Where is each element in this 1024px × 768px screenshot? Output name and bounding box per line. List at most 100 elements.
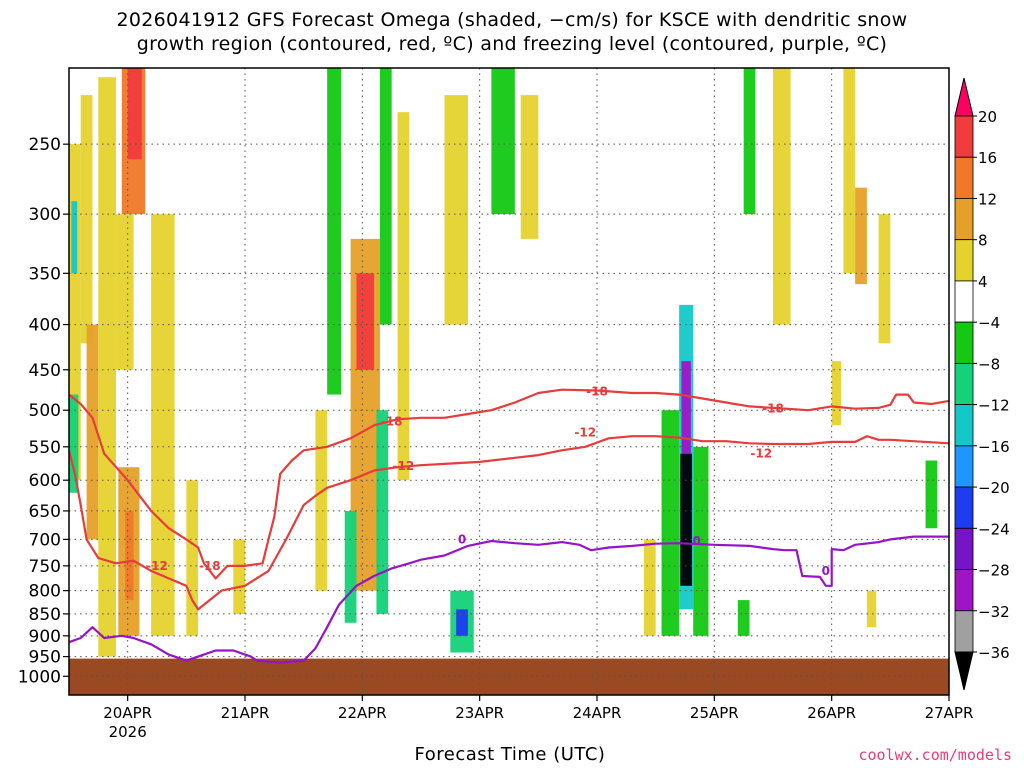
colorbar-label: 12: [978, 190, 997, 208]
omega-cell: [86, 324, 99, 540]
y-tick-label: 850: [29, 605, 61, 625]
contour-label: -12: [574, 426, 596, 440]
omega-cell: [681, 361, 691, 454]
chart-title-line2: growth region (contoured, red, ºC) and f…: [136, 33, 888, 55]
omega-cell: [643, 539, 656, 636]
colorbar-swatch: [954, 527, 974, 570]
omega-cell: [233, 539, 245, 614]
omega-shading: [69, 68, 938, 657]
chart-title: 2026041912 GFS Forecast Omega (shaded, −…: [0, 8, 1024, 56]
omega-cell: [327, 68, 342, 395]
contour-line-0: [69, 535, 949, 664]
omega-cell: [773, 68, 791, 325]
omega-cell: [855, 187, 867, 285]
plot-frame: [68, 67, 950, 696]
omega-cell: [356, 273, 375, 370]
colorbar-label: 8: [978, 232, 988, 250]
contour-label: 0: [822, 564, 830, 578]
omega-cell: [379, 68, 392, 325]
colorbar: 20 16 12 8 4 −4 −8 −12 −16 −20 −24 −28 −32 −36: [954, 77, 1010, 691]
source-credit: coolwx.com/models: [858, 746, 1012, 764]
surface-band: [69, 658, 949, 695]
omega-cell: [80, 95, 93, 344]
omega-cell: [125, 510, 134, 601]
y-tick-label: 500: [29, 401, 61, 421]
omega-cell: [878, 214, 891, 344]
y-tick-label: 750: [29, 557, 61, 577]
contour-line-minus18: [69, 388, 949, 580]
colorbar-label: 16: [978, 149, 997, 167]
x-year-label: 2026: [109, 723, 147, 741]
contour-label: -18: [381, 415, 403, 429]
omega-cell: [444, 95, 468, 325]
omega-cell: [344, 510, 357, 623]
omega-cell: [680, 453, 693, 586]
contour-label: -18: [586, 384, 608, 398]
omega-cell: [98, 510, 116, 657]
omega-cell: [98, 77, 116, 540]
colorbar-label: 4: [978, 273, 988, 291]
chart-title-line1: 2026041912 GFS Forecast Omega (shaded, −…: [116, 9, 908, 31]
y-tick-label: 300: [29, 205, 61, 225]
x-axis-label: Forecast Time (UTC): [414, 744, 606, 765]
colorbar-swatch: [954, 280, 974, 323]
omega-cell: [456, 609, 468, 636]
contour-label: -12: [393, 459, 415, 473]
contour-label: -12: [146, 559, 168, 573]
omega-cell: [843, 68, 856, 274]
colorbar-swatch: [954, 115, 974, 158]
contour-labels: -18 -18 -18 -18 -12 -12 -12 -12 0 0 0: [146, 384, 830, 578]
contour-label: -18: [762, 402, 784, 416]
omega-cell: [737, 600, 750, 636]
y-tick-label: 800: [29, 582, 61, 602]
y-tick-label: 950: [29, 648, 61, 668]
omega-cell: [127, 68, 142, 160]
x-tick-label: 22APR: [338, 704, 387, 722]
omega-cell: [151, 214, 175, 636]
y-tick-label: 550: [29, 438, 61, 458]
colorbar-swatch: [954, 610, 974, 653]
colorbar-swatch: [954, 321, 974, 364]
y-tick-label: 450: [29, 361, 61, 381]
omega-cell: [315, 410, 328, 591]
colorbar-label: −36: [978, 644, 1010, 662]
colorbar-label: −8: [978, 355, 1000, 373]
omega-cell: [743, 68, 756, 215]
y-tick-label: 900: [29, 627, 61, 647]
omega-cell: [397, 112, 410, 481]
x-tick-label: 25APR: [690, 704, 739, 722]
x-tick-label: 23APR: [455, 704, 504, 722]
colorbar-swatch: [954, 362, 974, 406]
x-tick-label: 24APR: [573, 704, 622, 722]
y-axis: 2503003504004505005506006507007508008509…: [18, 135, 69, 687]
colorbar-swatch: [954, 486, 974, 529]
colorbar-label: −4: [978, 314, 1000, 332]
colorbar-label: 20: [978, 108, 997, 126]
y-tick-label: 350: [29, 264, 61, 284]
contour-line-minus12: [69, 435, 949, 611]
x-tick-label: 20APR: [103, 704, 152, 722]
contours: [69, 388, 949, 664]
omega-cell: [866, 590, 877, 628]
colorbar-label: −12: [978, 397, 1010, 415]
colorbar-swatch: [954, 156, 974, 199]
x-tick-label: 27APR: [925, 704, 974, 722]
contour-label: 0: [458, 532, 466, 546]
colorbar-label: −32: [978, 603, 1010, 621]
y-tick-label: 600: [29, 471, 61, 491]
colorbar-label: −24: [978, 520, 1010, 538]
colorbar-swatch: [954, 404, 974, 447]
grid: [69, 68, 950, 695]
colorbar-top-arrow: [954, 77, 974, 117]
y-tick-label: 250: [29, 135, 61, 155]
omega-cell: [115, 214, 134, 370]
omega-cell: [520, 95, 539, 239]
x-tick-label: 21APR: [221, 704, 270, 722]
colorbar-label: −20: [978, 479, 1010, 497]
y-tick-label: 1000: [18, 667, 61, 687]
colorbar-swatch: [954, 239, 974, 282]
omega-cell: [661, 410, 680, 636]
omega-cell: [376, 410, 389, 614]
y-tick-label: 650: [29, 502, 61, 522]
